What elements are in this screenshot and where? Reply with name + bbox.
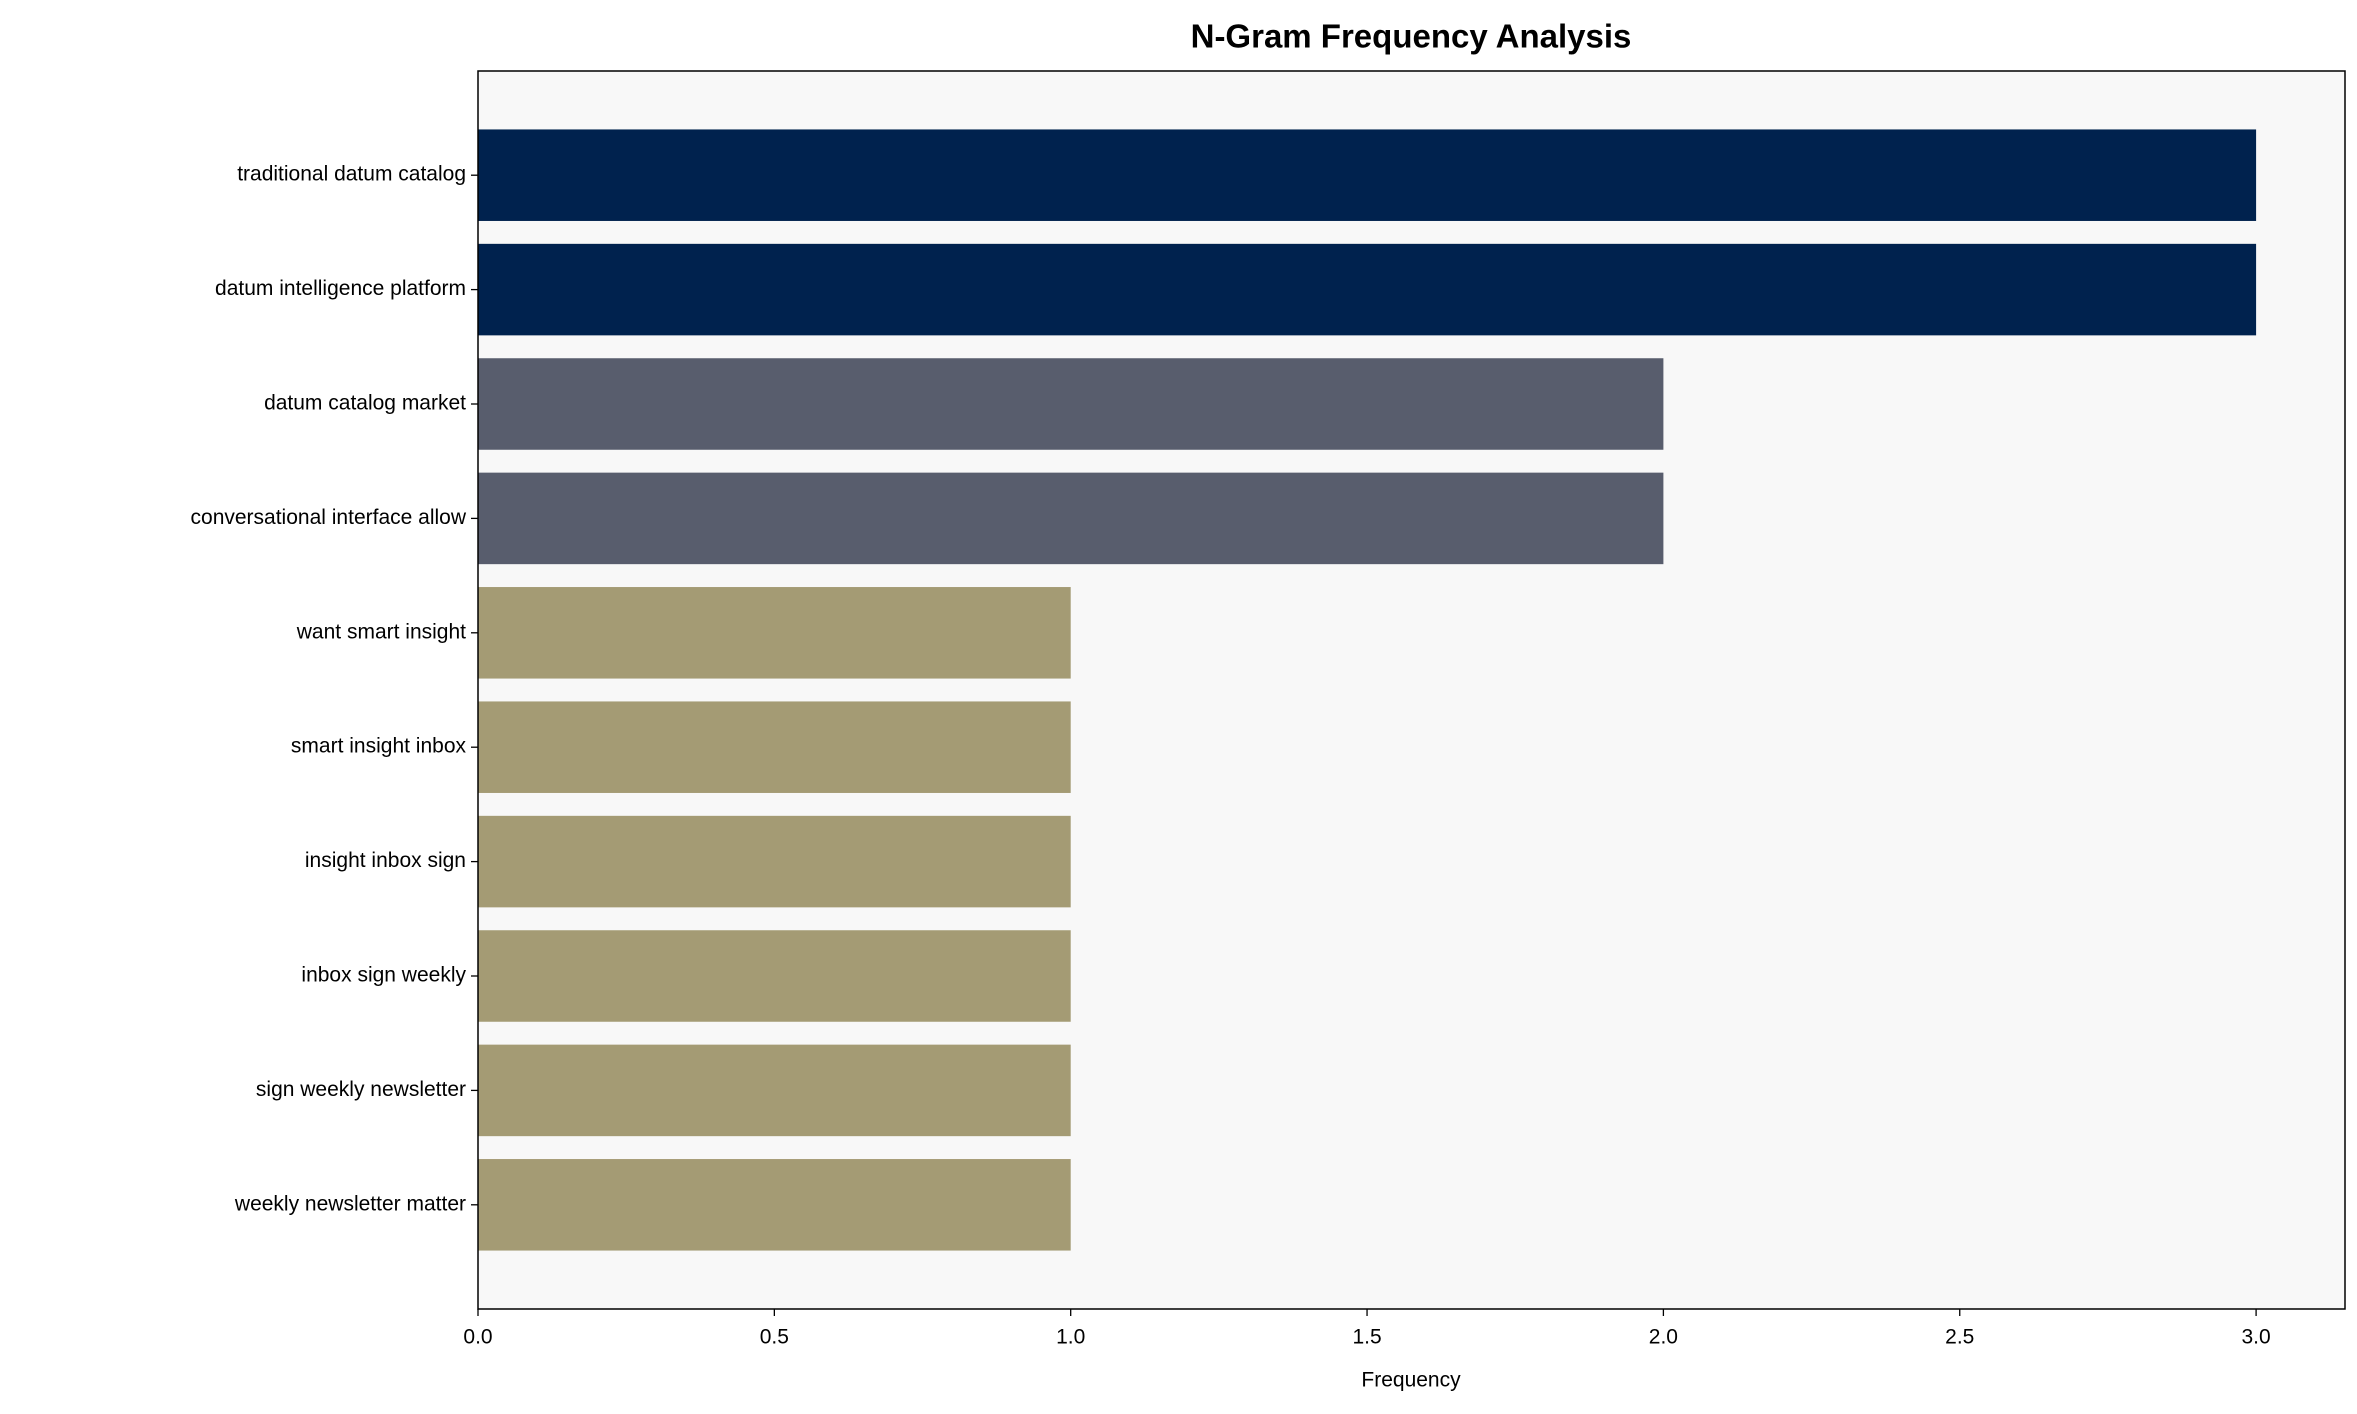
bar (478, 1159, 1071, 1251)
bar (478, 129, 2257, 221)
y-tick-label: conversational interface allow (191, 506, 467, 529)
y-tick-label: datum catalog market (264, 392, 466, 415)
x-tick-label: 0.5 (760, 1326, 789, 1349)
x-tick-label: 3.0 (2241, 1326, 2270, 1349)
y-tick-label: inbox sign weekly (301, 964, 466, 987)
bar (478, 1044, 1071, 1137)
y-tick-label: traditional datum catalog (237, 163, 466, 186)
plot-frame (477, 70, 2346, 1310)
bar (478, 243, 2257, 336)
y-tick-label: sign weekly newsletter (256, 1078, 466, 1101)
x-tick-label: 2.0 (1649, 1326, 1678, 1349)
x-tick-label: 1.5 (1352, 1326, 1381, 1349)
y-tick-label: want smart insight (296, 620, 466, 643)
y-tick-label: datum intelligence platform (215, 277, 466, 300)
x-tick-label: 1.0 (1056, 1326, 1085, 1349)
bar (478, 472, 1664, 565)
y-tick-label: smart insight inbox (291, 735, 467, 758)
x-tick-label: 2.5 (1945, 1326, 1974, 1349)
y-tick-label: insight inbox sign (305, 849, 466, 872)
bar (478, 358, 1664, 450)
chart-title: N-Gram Frequency Analysis (1191, 18, 1632, 55)
bar (478, 701, 1071, 793)
bar (478, 930, 1071, 1022)
y-tick-label: weekly newsletter matter (234, 1192, 466, 1215)
bar (478, 815, 1071, 908)
x-axis-label: Frequency (1361, 1369, 1461, 1392)
bar (478, 587, 1071, 679)
x-tick-label: 0.0 (463, 1326, 492, 1349)
